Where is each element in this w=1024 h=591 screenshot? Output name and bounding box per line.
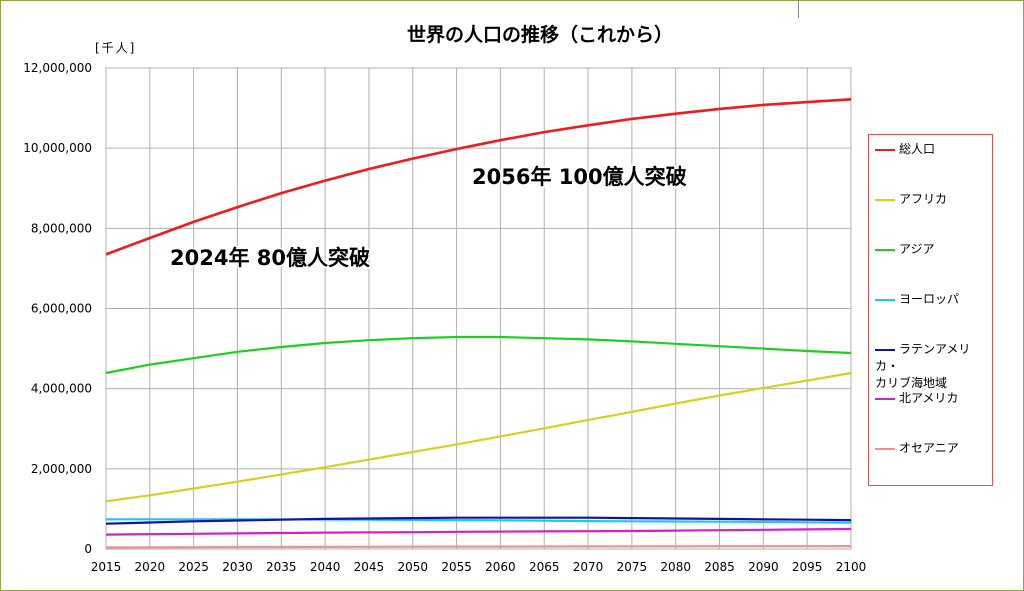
legend-label: ラテンアメリカ・ (875, 342, 971, 373)
x-tick-label: 2050 (397, 560, 428, 574)
axis-layer: 2015 2020 2025 2030 2035 2040 2045 2050 2055 2060… (23, 61, 866, 574)
x-tick-label: 2025 (178, 560, 209, 574)
legend-label-line2: カリブ海地域 (875, 376, 948, 390)
x-tick-label: 2095 (792, 560, 823, 574)
x-tick-label: 2075 (617, 560, 648, 574)
series-layer (105, 98, 852, 549)
legend-swatch (875, 348, 895, 351)
legend-label: アジア (899, 242, 935, 256)
x-tick-label: 2060 (485, 560, 516, 574)
annotation-0: 2024年 80億人突破 (170, 246, 370, 270)
legend-label: ヨーロッパ (899, 292, 960, 306)
legend-item-0: 総人口 (875, 141, 935, 158)
annotation-1: 2056年 100億人突破 (472, 165, 687, 189)
x-tick-label: 2100 (836, 560, 867, 574)
x-tick-label: 2065 (529, 560, 560, 574)
legend-label: オセアニア (899, 441, 959, 455)
x-tick-label: 2070 (573, 560, 604, 574)
x-tick-label: 2090 (748, 560, 779, 574)
legend-item-6: オセアニア (875, 440, 959, 457)
chart-title: 世界の人口の推移（これから） (406, 24, 673, 46)
annotation-layer: 2024年 80億人突破 2056年 100億人突破 (169, 164, 689, 272)
legend-swatch (875, 298, 895, 301)
series-line-5 (105, 527, 852, 536)
legend-swatch (875, 248, 895, 251)
legend-item-1: アフリカ (875, 191, 947, 208)
x-tick-label: 2085 (704, 560, 735, 574)
x-tick-label: 2040 (310, 560, 341, 574)
legend-label: 北アメリカ (899, 391, 959, 405)
legend-swatch (875, 198, 895, 201)
x-tick-label: 2080 (660, 560, 691, 574)
y-tick-label: 4,000,000 (31, 382, 92, 396)
y-tick-label: 12,000,000 (23, 61, 92, 75)
series-line-2 (105, 335, 852, 375)
legend-item-2: アジア (875, 241, 935, 258)
x-tick-label: 2045 (354, 560, 385, 574)
legend: 総人口アフリカアジアヨーロッパラテンアメリカ・カリブ海地域 北アメリカオセアニア (868, 134, 993, 486)
legend-swatch (875, 148, 895, 151)
x-tick-label: 2055 (441, 560, 472, 574)
x-tick-label: 2020 (135, 560, 166, 574)
y-tick-label: 8,000,000 (31, 221, 92, 235)
legend-swatch (875, 397, 895, 400)
legend-label: 総人口 (899, 142, 936, 156)
x-tick-label: 2035 (266, 560, 297, 574)
grid-layer (105, 67, 852, 550)
y-tick-label: 2,000,000 (31, 462, 92, 476)
legend-label: アフリカ (899, 192, 948, 206)
legend-item-4: ラテンアメリカ・カリブ海地域 (875, 341, 992, 392)
series-line-3 (106, 518, 852, 524)
divider-mark (798, 0, 799, 18)
series-line-4 (105, 516, 852, 525)
series-line-1 (105, 371, 852, 503)
y-tick-label: 6,000,000 (31, 302, 92, 316)
legend-swatch (875, 447, 895, 450)
series-line-0 (105, 98, 852, 256)
y-axis-unit-label: [千人] (95, 41, 137, 55)
legend-item-5: 北アメリカ (875, 390, 958, 407)
y-tick-label: 0 (84, 542, 92, 556)
legend-item-3: ヨーロッパ (875, 291, 959, 308)
series-line-6 (105, 544, 852, 549)
x-tick-label: 2030 (222, 560, 253, 574)
y-tick-label: 10,000,000 (23, 141, 92, 155)
x-tick-label: 2015 (91, 560, 122, 574)
